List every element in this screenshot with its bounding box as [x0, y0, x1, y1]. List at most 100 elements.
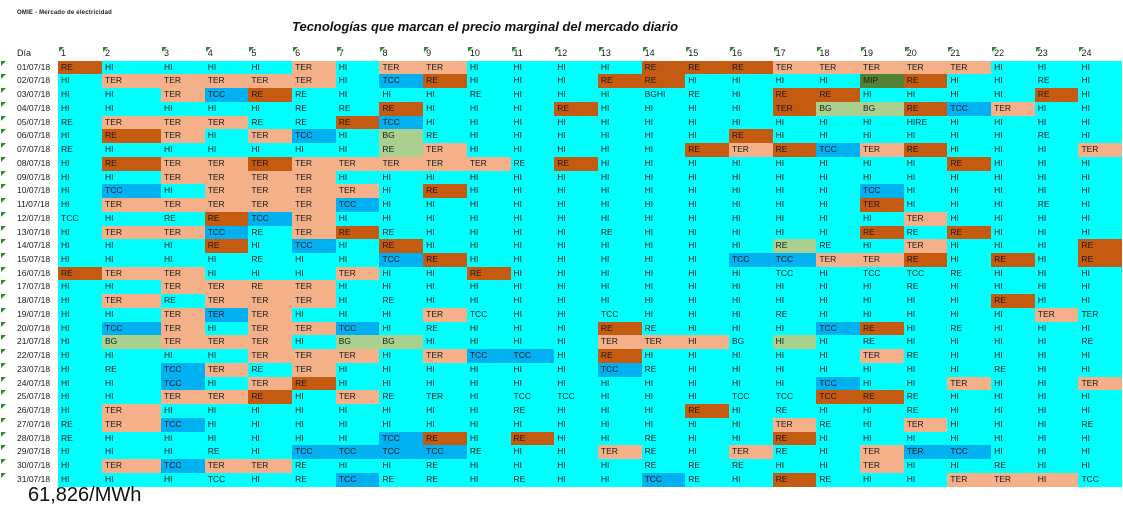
- table-cell[interactable]: TCC: [816, 376, 860, 391]
- table-cell[interactable]: HI: [161, 472, 205, 487]
- table-cell[interactable]: TER: [292, 198, 336, 212]
- table-cell[interactable]: RE: [816, 88, 860, 102]
- table-cell[interactable]: HI: [58, 239, 102, 254]
- table-cell[interactable]: BG: [335, 335, 380, 350]
- table-cell[interactable]: HI: [58, 280, 102, 295]
- table-cell[interactable]: HI: [1078, 445, 1123, 460]
- table-cell[interactable]: HI: [641, 390, 686, 405]
- table-cell[interactable]: TER: [335, 349, 380, 363]
- table-cell[interactable]: RE: [728, 60, 773, 75]
- table-cell[interactable]: TER: [161, 280, 205, 295]
- table-cell[interactable]: TER: [860, 459, 904, 473]
- table-cell[interactable]: TER: [903, 211, 948, 226]
- table-cell[interactable]: HI: [641, 211, 686, 226]
- table-cell[interactable]: HI: [903, 170, 948, 185]
- table-cell[interactable]: HI: [597, 115, 642, 130]
- table-cell[interactable]: HI: [816, 198, 860, 212]
- table-cell[interactable]: HI: [554, 170, 598, 185]
- table-cell[interactable]: HI: [816, 280, 860, 295]
- table-cell[interactable]: HI: [1034, 445, 1079, 460]
- table-cell[interactable]: RE: [248, 225, 293, 240]
- table-cell[interactable]: HI: [860, 170, 904, 185]
- table-cell[interactable]: TCC: [772, 390, 817, 405]
- table-cell[interactable]: RE: [554, 101, 598, 116]
- table-cell[interactable]: TER: [161, 307, 205, 322]
- table-cell[interactable]: TER: [204, 390, 249, 405]
- table-cell[interactable]: HI: [641, 376, 686, 391]
- table-cell[interactable]: HI: [947, 211, 992, 226]
- table-cell[interactable]: BG: [816, 101, 860, 116]
- table-cell[interactable]: HI: [1034, 143, 1079, 157]
- table-cell[interactable]: HI: [860, 239, 904, 254]
- table-cell[interactable]: HI: [597, 253, 642, 267]
- table-cell[interactable]: RE: [466, 266, 511, 281]
- table-cell[interactable]: HI: [685, 307, 729, 322]
- table-cell[interactable]: HI: [1078, 184, 1123, 199]
- table-cell[interactable]: RE: [903, 390, 948, 405]
- table-cell[interactable]: HI: [423, 239, 467, 254]
- table-cell[interactable]: HI: [379, 459, 424, 473]
- table-cell[interactable]: HI: [597, 459, 642, 473]
- table-cell[interactable]: HI: [335, 60, 380, 75]
- table-cell[interactable]: RE: [772, 431, 817, 446]
- table-cell[interactable]: HI: [860, 417, 904, 432]
- table-cell[interactable]: HI: [423, 376, 467, 391]
- table-cell[interactable]: RE: [641, 431, 686, 446]
- table-cell[interactable]: HI: [554, 225, 598, 240]
- table-cell[interactable]: HI: [772, 74, 817, 89]
- table-cell[interactable]: HI: [1034, 60, 1079, 75]
- table-cell[interactable]: HI: [1078, 198, 1123, 212]
- table-cell[interactable]: TER: [204, 74, 249, 89]
- table-cell[interactable]: TER: [248, 307, 293, 322]
- table-cell[interactable]: HI: [947, 362, 992, 377]
- table-cell[interactable]: HI: [554, 417, 598, 432]
- table-cell[interactable]: HI: [335, 170, 380, 185]
- table-cell[interactable]: RE: [903, 101, 948, 116]
- table-cell[interactable]: TER: [102, 294, 161, 308]
- table-cell[interactable]: HI: [728, 417, 773, 432]
- table-cell[interactable]: TER: [903, 60, 948, 75]
- table-cell[interactable]: HI: [903, 459, 948, 473]
- table-cell[interactable]: TCC: [335, 198, 380, 212]
- table-cell[interactable]: RE: [292, 88, 336, 102]
- table-cell[interactable]: TCC: [510, 349, 555, 363]
- table-cell[interactable]: HI: [728, 362, 773, 377]
- table-cell[interactable]: HI: [466, 294, 511, 308]
- table-cell[interactable]: HI: [335, 280, 380, 295]
- table-cell[interactable]: HI: [161, 445, 205, 460]
- table-cell[interactable]: RE: [423, 431, 467, 446]
- table-cell[interactable]: HI: [641, 170, 686, 185]
- table-cell[interactable]: TER: [204, 184, 249, 199]
- table-cell[interactable]: HI: [1078, 156, 1123, 171]
- table-cell[interactable]: TCC: [816, 321, 860, 336]
- table-cell[interactable]: TER: [772, 60, 817, 75]
- table-cell[interactable]: RE: [161, 294, 205, 308]
- table-cell[interactable]: TER: [204, 307, 249, 322]
- table-cell[interactable]: HI: [947, 239, 992, 254]
- table-cell[interactable]: HI: [58, 390, 102, 405]
- table-cell[interactable]: HI: [379, 376, 424, 391]
- table-cell[interactable]: HI: [597, 390, 642, 405]
- table-cell[interactable]: RE: [1034, 129, 1079, 144]
- table-cell[interactable]: HI: [204, 431, 249, 446]
- table-cell[interactable]: TER: [161, 129, 205, 144]
- table-cell[interactable]: HI: [58, 253, 102, 267]
- table-cell[interactable]: HI: [597, 129, 642, 144]
- table-cell[interactable]: HI: [816, 170, 860, 185]
- table-cell[interactable]: HI: [1034, 459, 1079, 473]
- table-cell[interactable]: TER: [991, 472, 1035, 487]
- table-cell[interactable]: RE: [379, 101, 424, 116]
- table-cell[interactable]: HI: [335, 88, 380, 102]
- table-cell[interactable]: TCC: [554, 390, 598, 405]
- table-cell[interactable]: HI: [292, 266, 336, 281]
- table-cell[interactable]: HI: [423, 404, 467, 418]
- table-cell[interactable]: HI: [161, 239, 205, 254]
- table-cell[interactable]: HI: [991, 74, 1035, 89]
- table-cell[interactable]: HI: [466, 143, 511, 157]
- table-cell[interactable]: TCC: [947, 101, 992, 116]
- table-cell[interactable]: HI: [947, 335, 992, 350]
- table-cell[interactable]: TER: [860, 349, 904, 363]
- table-cell[interactable]: HI: [947, 74, 992, 89]
- table-cell[interactable]: HI: [728, 170, 773, 185]
- table-cell[interactable]: HI: [772, 294, 817, 308]
